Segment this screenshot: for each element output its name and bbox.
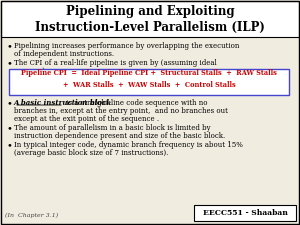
Text: instruction dependence present and size of the basic block.: instruction dependence present and size … bbox=[14, 132, 225, 140]
Text: •: • bbox=[6, 59, 12, 68]
Text: •: • bbox=[6, 42, 12, 51]
Text: •: • bbox=[6, 124, 12, 133]
FancyBboxPatch shape bbox=[1, 1, 299, 37]
Text: The amount of parallelism in a basic block is limited by: The amount of parallelism in a basic blo… bbox=[14, 124, 211, 132]
Text: •: • bbox=[6, 99, 12, 108]
Text: branches in, except at the entry point,  and no branches out: branches in, except at the entry point, … bbox=[14, 107, 228, 115]
Text: is a straight-line code sequence with no: is a straight-line code sequence with no bbox=[64, 99, 208, 107]
Text: Pipelining increases performance by overlapping the execution: Pipelining increases performance by over… bbox=[14, 42, 239, 50]
Text: +  WAR Stalls  +  WAW Stalls  +  Control Stalls: + WAR Stalls + WAW Stalls + Control Stal… bbox=[63, 81, 236, 89]
Text: (average basic block size of 7 instructions).: (average basic block size of 7 instructi… bbox=[14, 149, 168, 157]
Text: A basic instruction block: A basic instruction block bbox=[14, 99, 112, 107]
FancyBboxPatch shape bbox=[9, 69, 289, 95]
Text: In typical integer code, dynamic branch frequency is about 15%: In typical integer code, dynamic branch … bbox=[14, 141, 243, 149]
Text: The CPI of a real-life pipeline is given by (assuming ideal: The CPI of a real-life pipeline is given… bbox=[14, 59, 217, 67]
FancyBboxPatch shape bbox=[194, 205, 296, 221]
Text: except at the exit point of the sequence .: except at the exit point of the sequence… bbox=[14, 115, 159, 123]
Text: memory):: memory): bbox=[14, 67, 48, 75]
Text: EECC551 - Shaaban: EECC551 - Shaaban bbox=[202, 209, 287, 217]
Text: of independent instructions.: of independent instructions. bbox=[14, 50, 114, 58]
Text: Pipeline CPI  =  Ideal Pipeline CPI +  Structural Stalls  +  RAW Stalls: Pipeline CPI = Ideal Pipeline CPI + Stru… bbox=[21, 69, 277, 77]
Text: (In  Chapter 3.1): (In Chapter 3.1) bbox=[5, 212, 58, 218]
Text: •: • bbox=[6, 141, 12, 150]
Text: Pipelining and Exploiting: Pipelining and Exploiting bbox=[66, 5, 234, 18]
Text: Instruction-Level Parallelism (ILP): Instruction-Level Parallelism (ILP) bbox=[35, 20, 265, 34]
